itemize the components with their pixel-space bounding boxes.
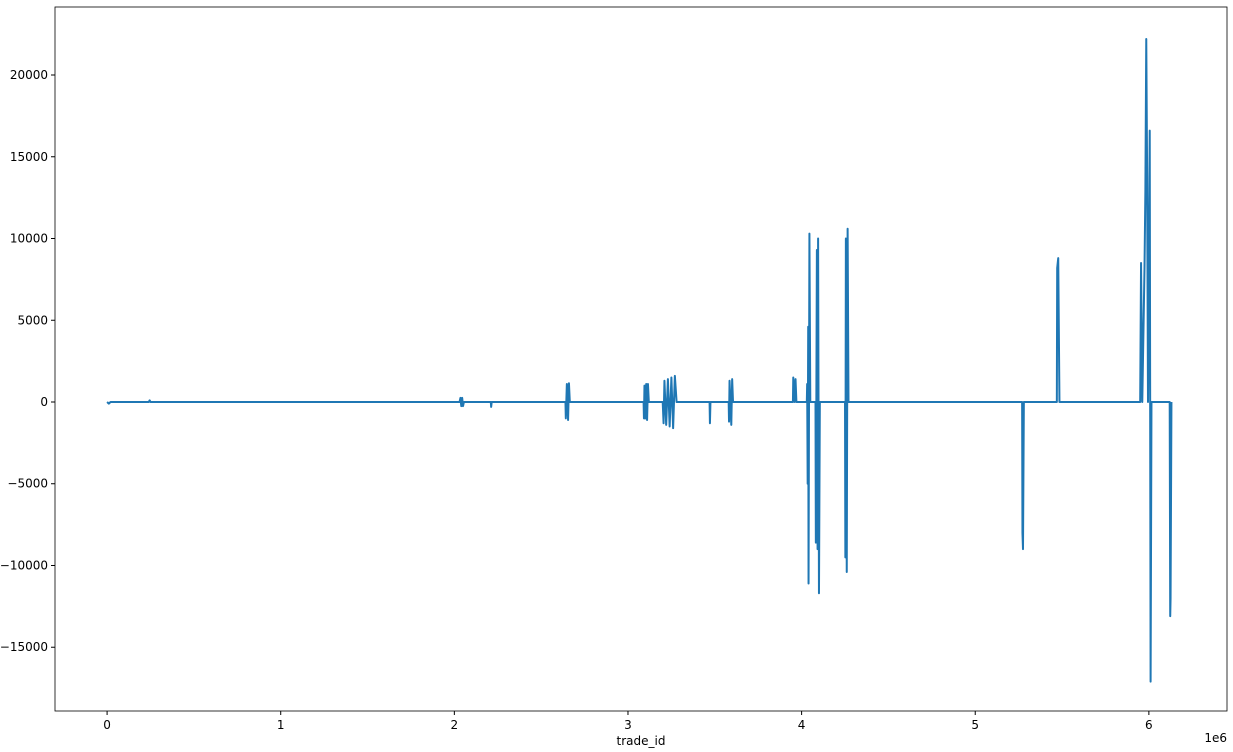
- y-tick-label: 10000: [10, 232, 48, 246]
- x-tick-label: 2: [451, 718, 459, 732]
- x-tick-label: 6: [1145, 718, 1153, 732]
- x-offset-label: 1e6: [1204, 731, 1227, 745]
- x-tick-label: 5: [971, 718, 979, 732]
- x-tick-label: 3: [624, 718, 632, 732]
- x-tick-label: 4: [798, 718, 806, 732]
- x-tick-label: 1: [277, 718, 285, 732]
- data-line: [106, 38, 1173, 683]
- axes-frame: [54, 6, 1228, 712]
- y-tick-label: 5000: [17, 313, 48, 327]
- y-tick-label: 0: [40, 395, 48, 409]
- y-tick-label: −15000: [0, 640, 48, 654]
- x-tick-label: 0: [103, 718, 111, 732]
- y-tick-label: 20000: [10, 68, 48, 82]
- y-tick-label: −5000: [7, 477, 48, 491]
- y-tick-label: −10000: [0, 558, 48, 572]
- y-tick-label: 15000: [10, 150, 48, 164]
- x-axis-label: trade_id: [617, 734, 666, 748]
